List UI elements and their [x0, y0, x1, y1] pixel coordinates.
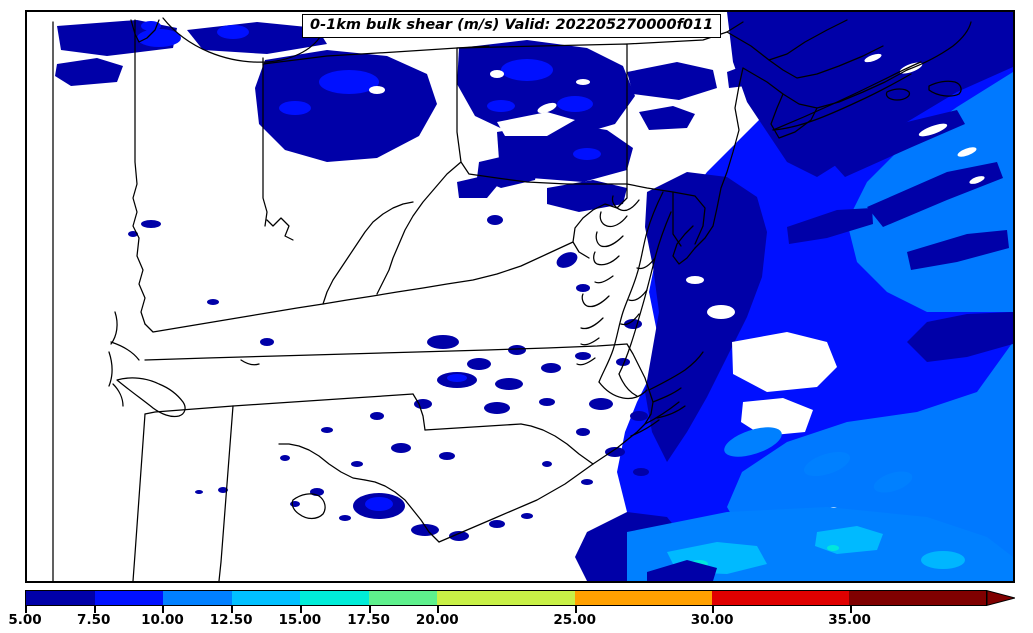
- colorbar-tick-labels: 5.00 7.50 10.00 12.50 15.00 17.50 20.00 25.00 30…: [0, 612, 1033, 632]
- colorbar-tick-4: [299, 606, 302, 613]
- colorbar-tick-6: [437, 606, 440, 613]
- page-title: 0-1km bulk shear (m/s) Valid: 2022052700…: [310, 17, 714, 33]
- colorbar-tick-5: [368, 606, 371, 613]
- colorbar-tick-3: [231, 606, 234, 613]
- colorbar-band-4: [300, 591, 369, 605]
- colorbar-tick-label-7: 25.00: [553, 612, 597, 628]
- colorbar-tick-9: [849, 606, 852, 613]
- colorbar-band-9: [848, 591, 986, 605]
- colorbar-tick-label-8: 30.00: [690, 612, 734, 628]
- colorbar-tick-0: [25, 606, 27, 613]
- colorbar-tick-label-2: 10.00: [141, 612, 184, 628]
- colorbar-tick-label-0: 5.00: [8, 612, 42, 628]
- colorbar-tick-8: [712, 606, 715, 613]
- colorbar-band-5: [368, 591, 438, 605]
- colorbar-ticks: [25, 606, 1015, 614]
- colorbar-extend-max-arrow: [987, 590, 1015, 606]
- colorbar-tick-label-5: 17.50: [347, 612, 390, 628]
- shear-fill-layer: [55, 12, 1013, 581]
- colorbar-band-0: [26, 591, 95, 605]
- colorbar-tick-label-9: 35.00: [828, 612, 871, 628]
- colorbar-tick-2: [162, 606, 165, 613]
- map-panel: [25, 10, 1015, 583]
- state-boundaries: [52, 17, 972, 581]
- colorbar-band-2: [163, 591, 232, 605]
- colorbar-bands: [25, 590, 987, 606]
- map-title-box: 0-1km bulk shear (m/s) Valid: 2022052700…: [302, 14, 722, 38]
- colorbar-tick-label-1: 7.50: [77, 612, 111, 628]
- colorbar-tick-label-3: 12.50: [209, 612, 253, 628]
- shear-contour-map: [27, 12, 1013, 581]
- colorbar-tick-7: [574, 606, 577, 613]
- colorbar: [25, 590, 1015, 606]
- colorbar-tick-1: [93, 606, 96, 613]
- colorbar-band-3: [231, 591, 301, 605]
- colorbar-band-1: [94, 591, 164, 605]
- colorbar-tick-label-6: 20.00: [415, 612, 459, 628]
- colorbar-band-7: [574, 591, 712, 605]
- colorbar-band-8: [711, 591, 849, 605]
- colorbar-band-6: [437, 591, 575, 605]
- colorbar-tick-label-4: 15.00: [278, 612, 322, 628]
